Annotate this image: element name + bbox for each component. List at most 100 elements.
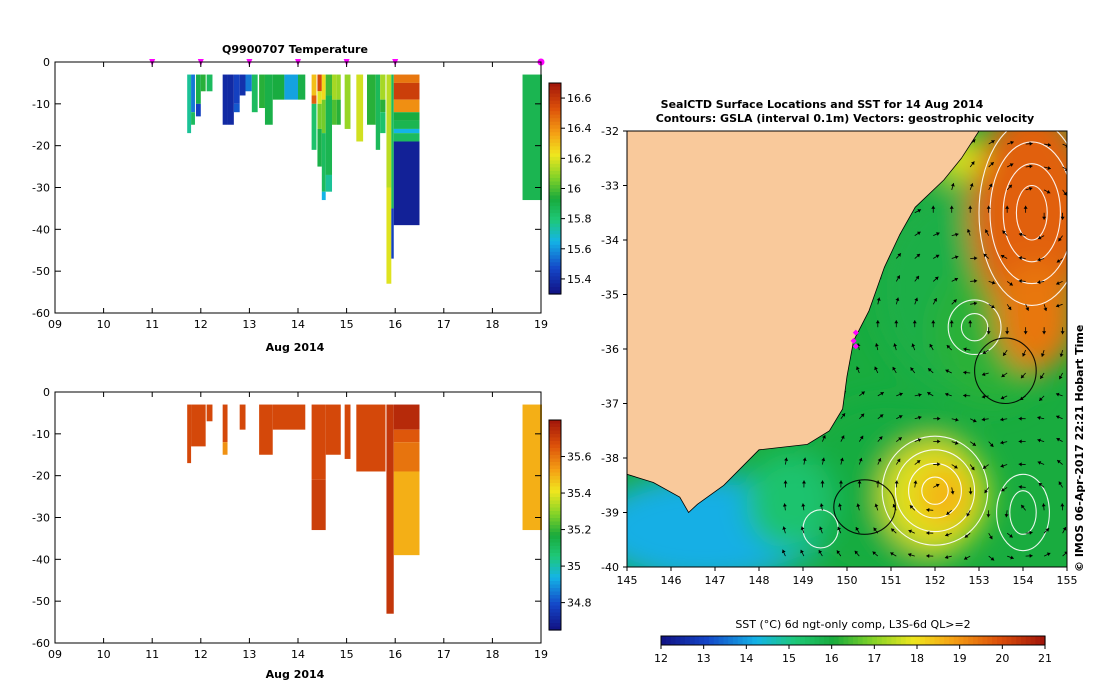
colorbar-swatch [549, 444, 561, 449]
profile-cell [332, 99, 337, 125]
profile-cell [222, 404, 228, 443]
profile-cell [325, 174, 333, 192]
colorbar-tick-label: 35.2 [567, 524, 592, 537]
colorbar-tick-label: 15.4 [567, 273, 592, 286]
velocity-arrow-head [821, 457, 826, 462]
velocity-arrow-head [954, 441, 959, 445]
velocity-arrow-head [1001, 373, 1006, 378]
profile-cell [222, 442, 228, 455]
x-tick-label: 11 [145, 318, 159, 331]
colorbar-tick-label: 35.4 [567, 487, 592, 500]
colorbar-swatch [549, 202, 561, 207]
map-colorbar-swatch [857, 636, 864, 645]
velocity-arrow-head [973, 279, 978, 284]
colorbar-swatch [549, 441, 561, 446]
profile-cell [195, 103, 201, 117]
velocity-arrow-head [890, 552, 894, 556]
colorbar-swatch [549, 188, 561, 193]
colorbar-swatch [549, 570, 561, 575]
profile-cell [200, 74, 206, 92]
map-y-tick-label: -32 [601, 125, 619, 138]
velocity-arrow-head [894, 320, 899, 324]
colorbar-frame [548, 419, 562, 631]
velocity-arrow-head [1055, 392, 1060, 397]
colorbar-swatch [549, 518, 561, 523]
velocity-arrow-head [1060, 503, 1065, 507]
colorbar-swatch [549, 142, 561, 147]
colorbar-swatch [549, 156, 561, 161]
velocity-arrow-head [964, 534, 969, 538]
map-colorbar-swatch [939, 636, 945, 645]
map-colorbar-swatch [867, 636, 873, 645]
map-x-tick-label: 150 [837, 574, 858, 587]
velocity-arrow-head [950, 490, 955, 495]
colorbar-swatch [549, 602, 561, 607]
velocity-arrow-head [963, 347, 967, 352]
velocity-arrow-head [819, 503, 824, 507]
colorbar-swatch [549, 160, 561, 165]
x-tick-label: 17 [437, 318, 451, 331]
velocity-arrow-head [801, 480, 806, 484]
colorbar-tick-label: 16 [567, 183, 581, 196]
colorbar-swatch [549, 100, 561, 105]
gsla-contours [802, 131, 1067, 552]
velocity-arrow-head [1038, 482, 1043, 487]
profile-cell [284, 74, 298, 100]
velocity-arrow-head [802, 457, 807, 462]
map-colorbar-label: SST (°C) 6d ngt-only comp, L3S-6d QL>=2 [735, 618, 970, 631]
profile-cell [386, 187, 392, 284]
colorbar-swatch [549, 507, 561, 512]
profile-cell [522, 74, 542, 201]
velocity-arrow-head [1057, 460, 1061, 464]
profile-cell [191, 404, 206, 447]
profile-cell [325, 95, 333, 175]
velocity-arrow-head [1009, 282, 1013, 286]
velocity-arrow-head [1041, 503, 1046, 507]
velocity-arrow-head [1029, 530, 1033, 535]
colorbar-swatch [549, 532, 561, 537]
gsla-contour [947, 299, 1002, 356]
colorbar-swatch [549, 146, 561, 151]
map-y-tick-label: -38 [601, 452, 619, 465]
colorbar-swatch [549, 500, 561, 505]
velocity-arrow-head [1023, 205, 1028, 209]
colorbar-swatch [549, 556, 561, 561]
colorbar-swatch [549, 279, 561, 285]
velocity-arrow-head [895, 297, 900, 302]
y-tick-label: 0 [43, 56, 50, 69]
colorbar-swatch [549, 553, 561, 558]
velocity-arrow-head [1023, 331, 1028, 335]
profile-cell [239, 74, 246, 96]
map-colorbar-swatch [728, 636, 734, 645]
gsla-contour [996, 473, 1050, 552]
velocity-arrow-head [819, 526, 823, 531]
velocity-arrow-head [1009, 534, 1013, 538]
colorbar-swatch [549, 248, 561, 253]
velocity-arrow-head [859, 435, 864, 440]
colorbar-swatch [549, 111, 561, 116]
colorbar-swatch [549, 167, 561, 172]
velocity-arrow-head [874, 343, 879, 347]
seal-location [852, 329, 859, 336]
map-colorbar-swatch [958, 636, 964, 645]
colorbar-swatch [549, 125, 561, 130]
map-colorbar-swatch [901, 636, 907, 645]
colorbar-swatch [549, 132, 561, 137]
colorbar-swatch [549, 272, 561, 278]
colorbar-swatch [549, 493, 561, 498]
velocity-arrow-head [1062, 527, 1067, 531]
velocity-arrow-head [991, 304, 995, 309]
y-tick-label: -20 [32, 470, 50, 483]
profile-cell [311, 103, 317, 150]
gsla-contour [881, 435, 989, 546]
profile-cell [356, 74, 364, 142]
map-y-tick-label: -36 [601, 343, 619, 356]
profile-cell [325, 404, 341, 455]
y-tick-label: -30 [32, 512, 50, 525]
profile-cell [187, 404, 192, 464]
map-colorbar-swatch [675, 636, 681, 645]
profile-cell [393, 429, 420, 443]
velocity-arrow-head [990, 162, 994, 166]
velocity-arrow-head [1000, 463, 1004, 468]
x-tick-label: 18 [485, 318, 499, 331]
